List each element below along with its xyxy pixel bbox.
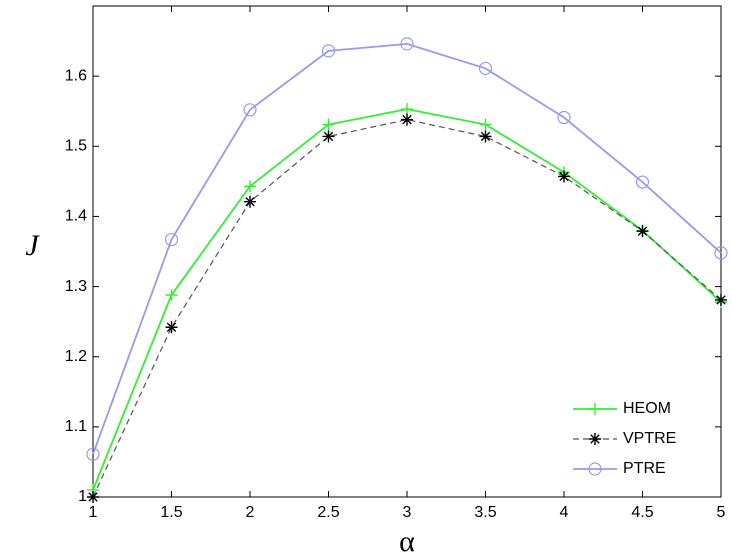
y-tick-label: 1.6 bbox=[65, 67, 87, 84]
data-point bbox=[165, 288, 178, 301]
data-point bbox=[636, 225, 649, 238]
data-point bbox=[479, 118, 492, 131]
x-tick-label: 3 bbox=[403, 504, 412, 521]
x-tick-label: 2 bbox=[246, 504, 255, 521]
legend-marker bbox=[588, 462, 602, 476]
y-axis-label: J bbox=[25, 229, 40, 262]
data-point bbox=[478, 61, 493, 76]
data-point bbox=[321, 44, 336, 58]
data-point bbox=[714, 246, 728, 260]
data-point bbox=[558, 170, 570, 183]
data-point bbox=[244, 180, 256, 193]
x-axis-label: α bbox=[399, 525, 415, 558]
series-line bbox=[92, 42, 722, 455]
y-tick-label: 1.4 bbox=[65, 208, 87, 225]
data-point bbox=[243, 103, 257, 117]
y-tick-label: 1.5 bbox=[65, 138, 87, 155]
y-tick-label: 1.1 bbox=[65, 418, 87, 435]
x-tick-label: 4.5 bbox=[631, 504, 653, 521]
data-point bbox=[479, 130, 492, 143]
x-tick-label: 1.5 bbox=[160, 504, 182, 521]
y-tick-label: 1.3 bbox=[65, 278, 87, 295]
y-tick-label: 1.2 bbox=[65, 348, 87, 365]
data-point bbox=[244, 195, 256, 208]
data-point bbox=[400, 37, 414, 51]
data-point bbox=[165, 321, 178, 334]
y-tick-label: 1 bbox=[78, 488, 87, 505]
data-point bbox=[322, 118, 335, 131]
x-tick-label: 4 bbox=[560, 504, 569, 521]
data-point bbox=[557, 110, 571, 125]
x-tick-label: 2.5 bbox=[317, 504, 339, 521]
legend-label: VPTRE bbox=[623, 430, 676, 447]
data-point bbox=[87, 491, 99, 503]
data-point bbox=[322, 130, 335, 143]
x-tick-label: 3.5 bbox=[474, 504, 496, 521]
data-point bbox=[86, 447, 100, 461]
legend-label: HEOM bbox=[623, 400, 671, 417]
data-point bbox=[715, 293, 727, 306]
legend-marker bbox=[589, 403, 601, 415]
data-point bbox=[401, 113, 413, 126]
legend-label: PTRE bbox=[623, 460, 666, 477]
x-tick-label: 1 bbox=[89, 504, 98, 521]
data-point bbox=[635, 175, 650, 189]
legend-marker bbox=[589, 433, 601, 445]
data-point bbox=[401, 103, 413, 116]
data-point bbox=[164, 232, 179, 247]
x-tick-label: 5 bbox=[717, 504, 726, 521]
